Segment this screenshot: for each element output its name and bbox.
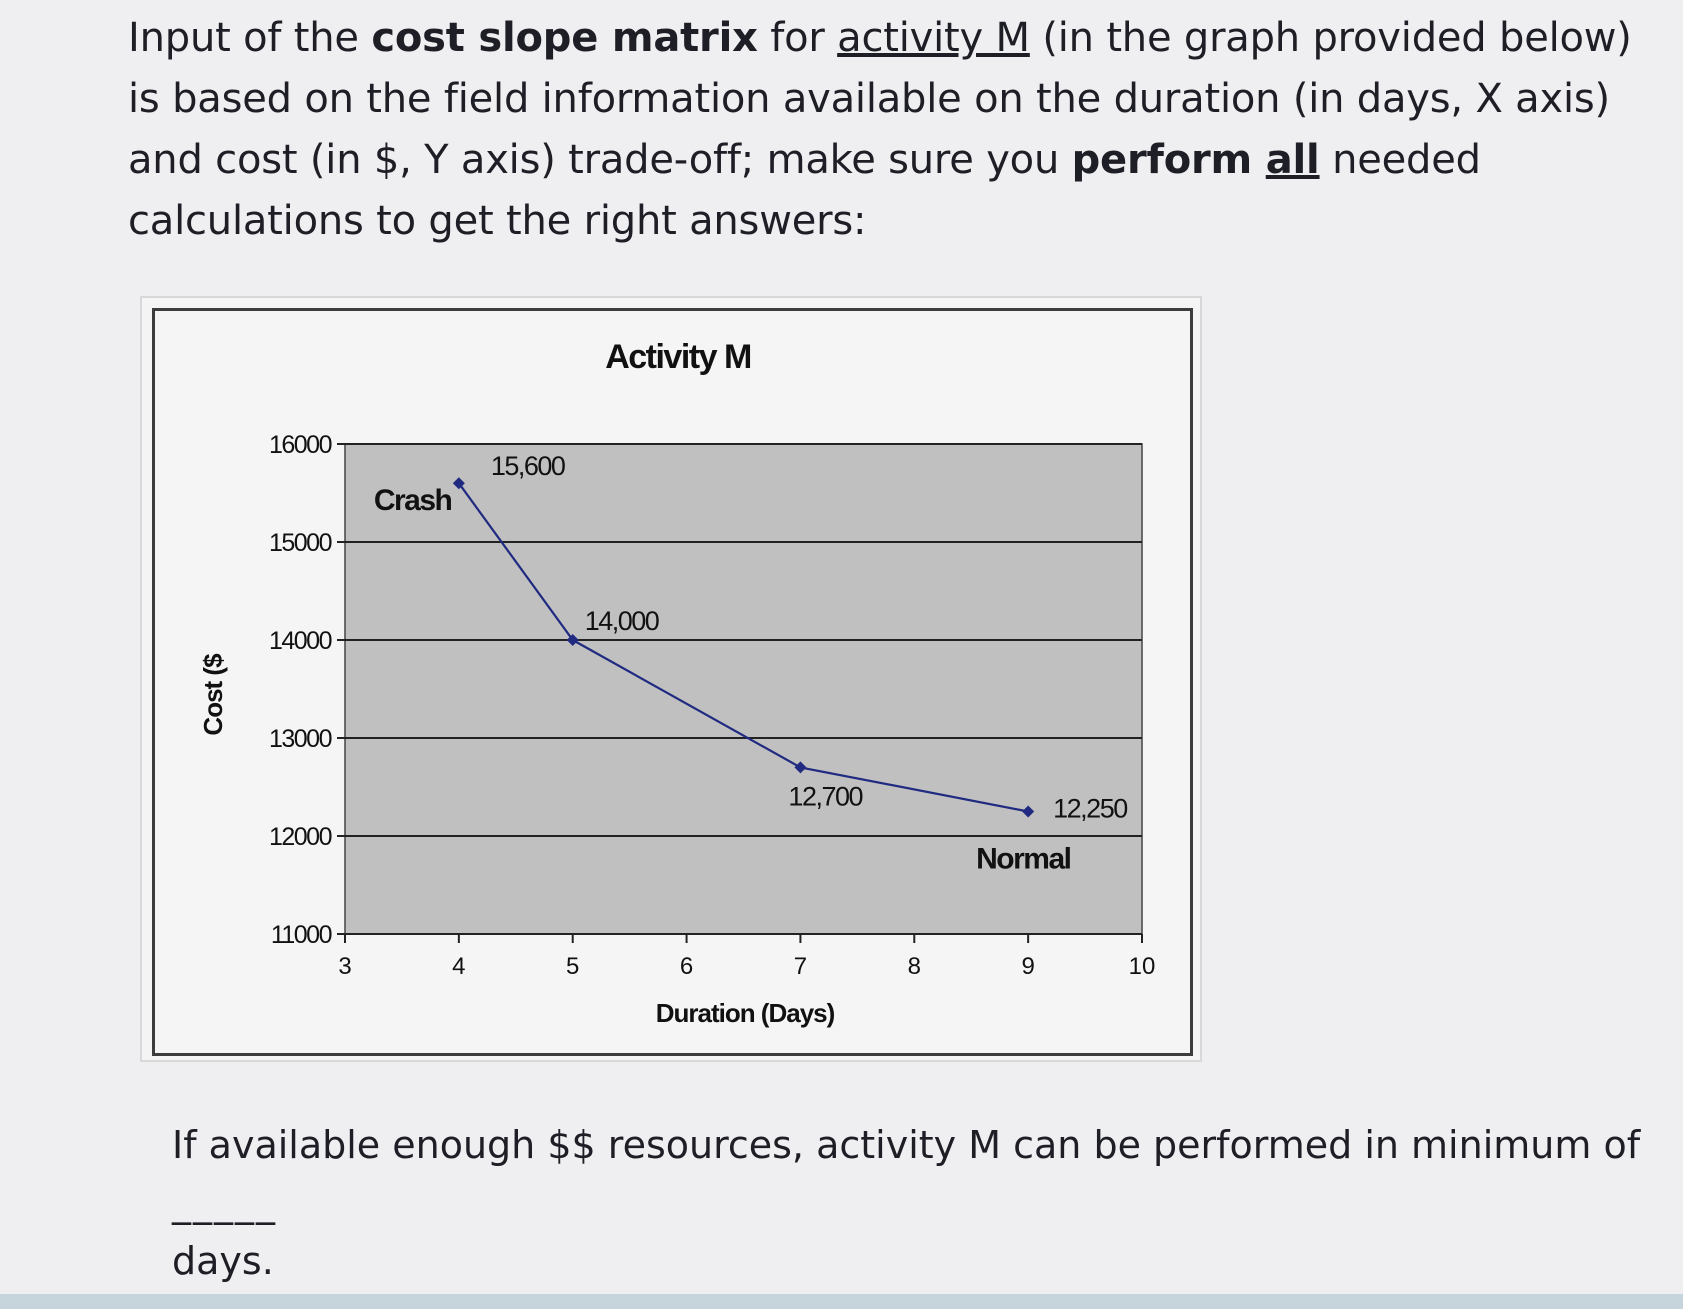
data-point-marker bbox=[794, 761, 807, 774]
followup-text: If available enough $$ resources, activi… bbox=[172, 1123, 1641, 1167]
question-part: needed calculations to get the right ans… bbox=[128, 137, 1481, 244]
data-label: 14,000 bbox=[585, 606, 659, 636]
question-part: (in the graph provided below) is based o… bbox=[128, 15, 1632, 183]
x-tick-label: 4 bbox=[452, 953, 465, 980]
data-label: 12,250 bbox=[1053, 794, 1127, 824]
question-part: Input of the bbox=[128, 15, 372, 61]
perform-bold: perform bbox=[1071, 137, 1266, 183]
y-tick-label: 11000 bbox=[271, 921, 332, 949]
x-axis-label: Duration (Days) bbox=[656, 998, 835, 1028]
x-tick-label: 3 bbox=[338, 953, 351, 980]
x-tick-label: 7 bbox=[794, 953, 807, 980]
plot-background bbox=[344, 443, 1143, 935]
data-point-marker bbox=[566, 634, 579, 646]
data-point-marker bbox=[1022, 805, 1035, 818]
x-tick-label: 8 bbox=[908, 953, 921, 980]
series-line bbox=[457, 482, 1029, 813]
x-tick-label: 9 bbox=[1021, 953, 1034, 980]
data-label: 15,600 bbox=[491, 451, 565, 481]
data-label: 12,700 bbox=[788, 781, 862, 811]
data-point-marker bbox=[452, 477, 465, 490]
activity-m-underline: activity M bbox=[837, 15, 1030, 61]
y-tick-label: 15000 bbox=[269, 529, 332, 557]
followup-question: If available enough $$ resources, activi… bbox=[172, 1116, 1652, 1290]
question-text: Input of the cost slope matrix for activ… bbox=[128, 8, 1668, 252]
crash-annotation: Crash bbox=[374, 484, 452, 517]
y-tick-label: 14000 bbox=[269, 627, 332, 655]
normal-annotation: Normal bbox=[976, 843, 1071, 876]
question-part: for bbox=[757, 15, 838, 61]
answer-blank[interactable]: _____ bbox=[172, 1181, 277, 1225]
x-tick-label: 10 bbox=[1129, 953, 1156, 980]
y-axis-label: Cost ($ bbox=[198, 653, 228, 736]
cost-slope-matrix-bold: cost slope matrix bbox=[371, 15, 758, 61]
x-tick-label: 6 bbox=[680, 953, 693, 980]
y-tick-label: 13000 bbox=[269, 725, 332, 753]
screen-edge bbox=[0, 1294, 1683, 1309]
all-bold-underline: all bbox=[1265, 137, 1320, 183]
chart-title: Activity M bbox=[605, 338, 751, 376]
y-tick-label: 12000 bbox=[269, 823, 332, 851]
x-tick-label: 5 bbox=[566, 953, 579, 980]
y-tick-label: 16000 bbox=[269, 431, 332, 459]
followup-end: days. bbox=[172, 1239, 274, 1283]
